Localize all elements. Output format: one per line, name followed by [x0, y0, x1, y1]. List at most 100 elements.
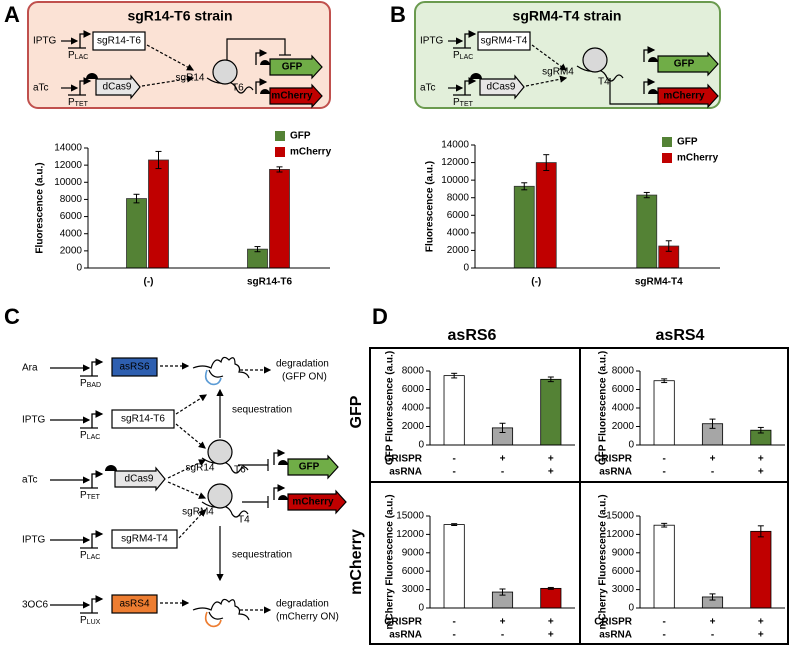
error-bar	[276, 166, 283, 173]
y-tick-label: 12000	[54, 160, 82, 171]
column-header: asRS4	[656, 327, 705, 344]
reporter-gene	[269, 83, 323, 109]
error-bar	[521, 182, 528, 191]
rna-label: sgR14	[176, 73, 205, 84]
y-tick-label: 0	[628, 440, 634, 451]
promoter-subscript: LUX	[87, 619, 101, 626]
y-tick-label: 8000	[612, 366, 635, 377]
condition-mark: +	[548, 467, 554, 478]
rbs	[278, 460, 288, 465]
gene-label: sgR14-T6	[121, 414, 165, 425]
error-bar	[661, 378, 668, 384]
panel-letter: B	[390, 2, 406, 27]
gene-label: asRS6	[119, 362, 149, 373]
rbs	[648, 89, 658, 94]
condition-mark: -	[452, 630, 455, 641]
condition-mark: +	[758, 617, 764, 628]
rna-label: T4	[238, 515, 250, 526]
error-bar	[757, 525, 764, 538]
gene-label: sgRM4-T4	[121, 534, 168, 545]
legend-swatch	[662, 153, 672, 163]
process-label: sequestration	[232, 550, 292, 561]
condition-label: CRISPR	[384, 454, 423, 465]
strain-title: sgRM4-T4 strain	[513, 8, 622, 24]
arrow	[141, 75, 195, 87]
gene-box	[92, 31, 146, 51]
y-tick-label: 9000	[402, 547, 425, 558]
condition-mark: +	[548, 617, 554, 628]
bar	[653, 524, 675, 609]
promoter-letter: P	[453, 97, 460, 108]
promoter	[91, 358, 104, 376]
rna-label: T4	[598, 77, 610, 88]
legend-swatch	[275, 147, 285, 157]
dcas9-protein	[582, 47, 608, 73]
inducer: aTc	[420, 83, 436, 94]
promoter	[79, 30, 92, 48]
legend-label: GFP	[677, 137, 698, 148]
error-bar	[757, 426, 764, 434]
error-bar	[661, 522, 668, 528]
y-tick-label: 8000	[402, 366, 425, 377]
promoter-label: PTET	[80, 490, 101, 501]
reporter-gene	[269, 54, 323, 80]
promoter-letter: P	[80, 615, 87, 626]
bar	[443, 375, 465, 446]
inducer: IPTG	[22, 415, 46, 426]
promoter	[91, 595, 104, 613]
dcas9-protein	[212, 59, 238, 85]
gene-label: dCas9	[487, 82, 516, 93]
promoter-subscript: LAC	[460, 54, 474, 61]
antisense-rna-loop	[204, 369, 222, 386]
panel-letter: D	[372, 304, 388, 329]
y-tick-label: 8000	[60, 194, 83, 205]
legend-label: mCherry	[677, 153, 719, 164]
promoter-letter: P	[80, 378, 87, 389]
gene-label: asRS4	[119, 599, 149, 610]
y-tick-label: 4000	[612, 403, 635, 414]
y-tick-label: 12000	[396, 529, 424, 540]
promoter	[91, 470, 104, 488]
bar	[750, 530, 772, 609]
inducer: aTc	[33, 83, 49, 94]
error-bar	[709, 593, 716, 601]
bar	[148, 159, 169, 269]
x-tick-label: sgRM4-T4	[635, 277, 683, 288]
y-tick-label: 0	[76, 263, 82, 274]
bar	[540, 587, 562, 609]
y-tick-label: 6000	[402, 566, 425, 577]
rbs	[260, 89, 270, 94]
y-tick-label: 14000	[54, 143, 82, 154]
condition-label: CRISPR	[384, 617, 423, 628]
inducer: aTc	[22, 475, 38, 486]
legend-label: GFP	[290, 131, 311, 142]
condition-mark: +	[758, 454, 764, 465]
promoter-letter: P	[80, 490, 87, 501]
y-tick-label: 0	[418, 603, 424, 614]
rbs	[86, 73, 98, 79]
condition-mark: -	[501, 630, 504, 641]
y-axis-label: Fluorescence (a.u.)	[425, 161, 436, 252]
promoter-letter: P	[68, 50, 75, 61]
promoter-label: PTET	[68, 97, 89, 108]
error-bar	[155, 150, 162, 170]
gene-box	[111, 409, 175, 429]
dcas9-protein	[207, 439, 233, 465]
promoter	[273, 449, 286, 465]
condition-mark: -	[711, 467, 714, 478]
promoter-subscript: TET	[460, 101, 474, 108]
y-tick-label: 0	[463, 263, 469, 274]
outcome: degradation	[276, 599, 329, 610]
y-tick-label: 6000	[612, 384, 635, 395]
y-tick-label: 4000	[447, 227, 470, 238]
y-tick-label: 10000	[441, 175, 469, 186]
legend-swatch	[275, 131, 285, 141]
legend-swatch	[662, 137, 672, 147]
promoter	[464, 30, 477, 48]
condition-mark: +	[710, 454, 716, 465]
inducer: 3OC6	[22, 600, 49, 611]
promoter-subscript: LAC	[87, 434, 101, 441]
condition-mark: +	[548, 630, 554, 641]
panel-letter: A	[4, 2, 20, 27]
gene-box	[111, 357, 158, 377]
